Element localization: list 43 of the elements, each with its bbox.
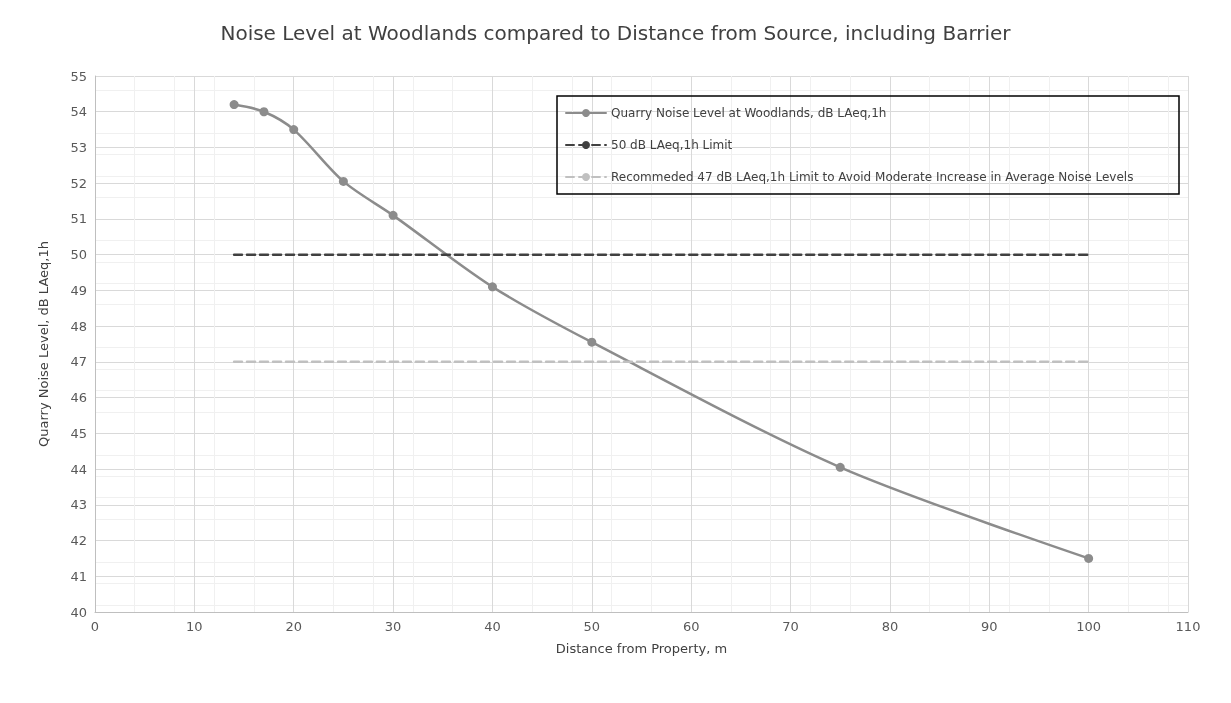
point (487, 282, 497, 292)
x-tick-label: 20 (285, 619, 302, 634)
point (587, 337, 597, 347)
legend-label: Recommeded 47 dB LAeq,1h Limit to Avoid Moderate Increase in Average Noise Levels (611, 170, 1134, 184)
legend-label: Quarry Noise Level at Woodlands, dB LAeq,1h (611, 106, 887, 120)
y-tick-label: 54 (70, 104, 87, 120)
point (1084, 553, 1094, 563)
y-tick-label: 42 (70, 533, 87, 549)
y-tick-label: 44 (70, 461, 87, 477)
y-tick-label: 43 (70, 497, 87, 513)
y-tick-label: 52 (70, 175, 87, 191)
legend-label: 50 dB LAeq,1h Limit (611, 138, 733, 152)
x-tick-label: 50 (583, 619, 601, 634)
x-tick-label: 80 (881, 619, 899, 634)
y-tick-label: 55 (70, 68, 87, 84)
point (388, 210, 398, 220)
chart-title: Noise Level at Woodlands compared to Distance from Source, including Barrier (220, 21, 1012, 45)
point (229, 100, 239, 110)
x-tick-label: 10 (186, 619, 203, 634)
y-tick-label: 45 (70, 425, 87, 441)
y-tick-label: 50 (70, 247, 87, 263)
x-tick-label: 100 (1076, 619, 1102, 634)
x-tick-label: 30 (384, 619, 402, 634)
point (835, 462, 845, 472)
x-tick-label: 70 (782, 619, 799, 634)
x-axis-title: Distance from Property, m (555, 641, 728, 656)
x-tick-label: 60 (682, 619, 700, 634)
y-axis-title: Quarry Noise Level, dB LAeq,1h (36, 241, 51, 447)
y-tick-label: 47 (70, 354, 87, 370)
y-tick-label: 48 (70, 318, 87, 334)
x-tick-label: 40 (484, 619, 501, 634)
y-tick-label: 40 (70, 604, 87, 620)
point (338, 176, 348, 186)
y-tick-label: 51 (70, 211, 87, 227)
x-tick-label: 110 (1175, 619, 1201, 634)
point (259, 107, 269, 117)
y-tick-label: 41 (70, 568, 87, 584)
y-tick-label: 46 (70, 390, 87, 406)
x-tick-label: 90 (981, 619, 998, 634)
y-tick-label: 53 (70, 139, 87, 155)
x-tick-label: 0 (90, 619, 100, 634)
y-tick-label: 49 (70, 282, 87, 298)
point (289, 125, 299, 135)
